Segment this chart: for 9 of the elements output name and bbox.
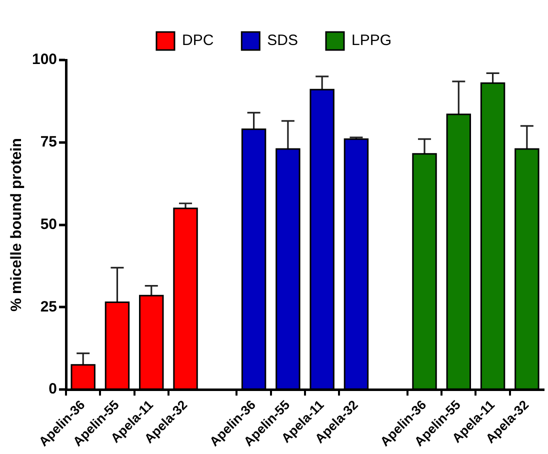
- y-tick-label: 0: [48, 380, 58, 398]
- y-tick-label: 100: [32, 51, 58, 68]
- y-axis-title: % micelle bound protein: [8, 138, 26, 312]
- y-tick-label: 75: [40, 134, 58, 151]
- legend-label: SDS: [267, 32, 298, 50]
- y-tick-label: 25: [40, 298, 58, 316]
- y-tick-label: 50: [40, 216, 58, 233]
- legend-label: DPC: [182, 32, 214, 50]
- legend-label: LPPG: [351, 32, 392, 50]
